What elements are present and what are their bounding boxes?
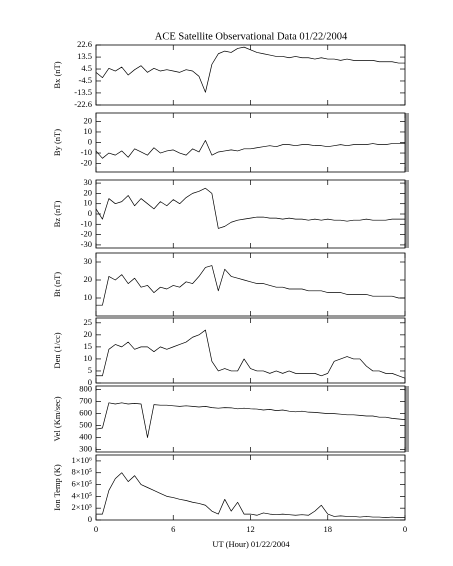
data-line bbox=[95, 187, 405, 229]
y-tick-label: 15 bbox=[84, 341, 93, 351]
y-tick-label: 10 bbox=[84, 292, 93, 302]
y-axis-label: Ion Temp (K) bbox=[52, 464, 62, 511]
data-line bbox=[96, 265, 405, 306]
y-tick-label: 10 bbox=[84, 198, 93, 208]
y-tick-label: -20 bbox=[81, 158, 92, 168]
y-tick-label: -22.6 bbox=[74, 99, 92, 109]
y-axis-label: By (nT) bbox=[52, 129, 62, 156]
y-tick-label: -30 bbox=[81, 239, 92, 249]
x-tick-label: 12 bbox=[246, 524, 255, 534]
y-tick-label: 300 bbox=[79, 444, 92, 454]
data-line bbox=[96, 329, 406, 379]
y-tick-label: 10 bbox=[84, 126, 93, 136]
y-tick-label: 400 bbox=[79, 432, 92, 442]
y-axis-label: Bz (nT) bbox=[52, 200, 62, 227]
y-tick-label: 5 bbox=[88, 365, 92, 375]
y-tick-label: 4.5 bbox=[81, 63, 92, 73]
y-tick-label: 600 bbox=[79, 408, 92, 418]
x-tick-label: 18 bbox=[324, 524, 333, 534]
y-tick-label: -20 bbox=[81, 229, 92, 239]
data-line bbox=[95, 402, 406, 438]
y-tick-label: 20 bbox=[84, 115, 93, 125]
y-tick-label: -10 bbox=[81, 147, 92, 157]
y-tick-label: 10 bbox=[84, 353, 93, 363]
y-tick-label: 13.5 bbox=[77, 51, 92, 61]
y-tick-label: -4.5 bbox=[79, 75, 92, 85]
figure-title: ACE Satellite Observational Data 01/22/2… bbox=[155, 31, 348, 42]
side-bar bbox=[405, 113, 409, 172]
y-axis-label: Bx (nT) bbox=[52, 61, 62, 88]
x-tick-label: 0 bbox=[403, 524, 407, 534]
x-tick-label: 0 bbox=[94, 524, 98, 534]
x-axis-label: UT (Hour) 01/22/2004 bbox=[212, 539, 290, 549]
y-tick-label: 700 bbox=[79, 396, 92, 406]
y-tick-label: 20 bbox=[84, 329, 93, 339]
y-tick-label: 0 bbox=[88, 208, 92, 218]
y-tick-label: 4×10⁵ bbox=[71, 490, 92, 500]
y-tick-label: 0 bbox=[88, 136, 92, 146]
y-tick-label: 0 bbox=[88, 514, 92, 524]
y-tick-label: 20 bbox=[84, 274, 93, 284]
y-tick-label: 0 bbox=[88, 377, 92, 387]
y-tick-label: 500 bbox=[79, 420, 92, 430]
x-tick-label: 6 bbox=[171, 524, 175, 534]
y-tick-label: 2×10⁵ bbox=[71, 502, 92, 512]
y-tick-label: -13.5 bbox=[74, 87, 92, 97]
y-tick-label: 800 bbox=[79, 384, 92, 394]
side-bar bbox=[405, 386, 409, 452]
data-line bbox=[95, 46, 405, 93]
y-tick-label: 8×10⁵ bbox=[71, 467, 92, 477]
y-tick-label: 30 bbox=[84, 256, 93, 266]
y-tick-label: 30 bbox=[84, 177, 93, 187]
y-axis-label: Vel (Km/sec) bbox=[52, 396, 62, 441]
y-tick-label: 6×10⁵ bbox=[71, 478, 92, 488]
y-tick-label: -10 bbox=[81, 218, 92, 228]
side-bar bbox=[405, 180, 409, 248]
y-tick-label: 20 bbox=[84, 187, 93, 197]
y-tick-label: 1×10⁶ bbox=[71, 455, 92, 465]
y-tick-label: 25 bbox=[84, 317, 93, 327]
y-axis-label: Den (1/cc) bbox=[52, 332, 62, 368]
data-line bbox=[96, 472, 405, 518]
y-axis-label: Bt (nT) bbox=[52, 272, 62, 297]
data-line bbox=[95, 140, 405, 159]
y-tick-label: 22.6 bbox=[77, 39, 92, 49]
